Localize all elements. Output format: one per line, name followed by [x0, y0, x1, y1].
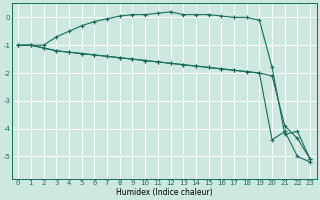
- X-axis label: Humidex (Indice chaleur): Humidex (Indice chaleur): [116, 188, 212, 197]
